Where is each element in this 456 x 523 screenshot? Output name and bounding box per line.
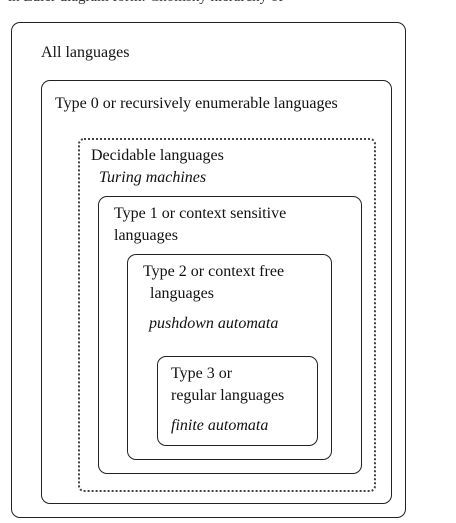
turing-machines-label: Turing machines [99,169,207,186]
pushdown-automata-label: pushdown automata [149,315,279,332]
all-languages-box [11,22,406,518]
type1-label-line1: Type 1 or context sensitive [114,205,287,222]
all-languages-label: All languages [41,44,130,61]
cut-off-header-text: in Euler diagram form. Chomsky hierarchy… [0,0,456,7]
decidable-languages-box [78,138,376,492]
type3-label-line2: regular languages [171,387,285,404]
type2-label-line1: Type 2 or context free [143,263,285,280]
type0-label: Type 0 or recursively enumerable languag… [55,95,338,112]
type1-label-line2: languages [114,227,178,244]
decidable-languages-label: Decidable languages [91,147,224,164]
type0-recursively-enumerable-box [41,80,392,504]
type1-context-sensitive-box [98,196,362,474]
type3-label-line1: Type 3 or [171,365,233,382]
finite-automata-label: finite automata [171,417,269,434]
type2-label-line2: languages [150,285,214,302]
type3-regular-box [157,356,318,446]
type2-context-free-box [127,254,332,460]
